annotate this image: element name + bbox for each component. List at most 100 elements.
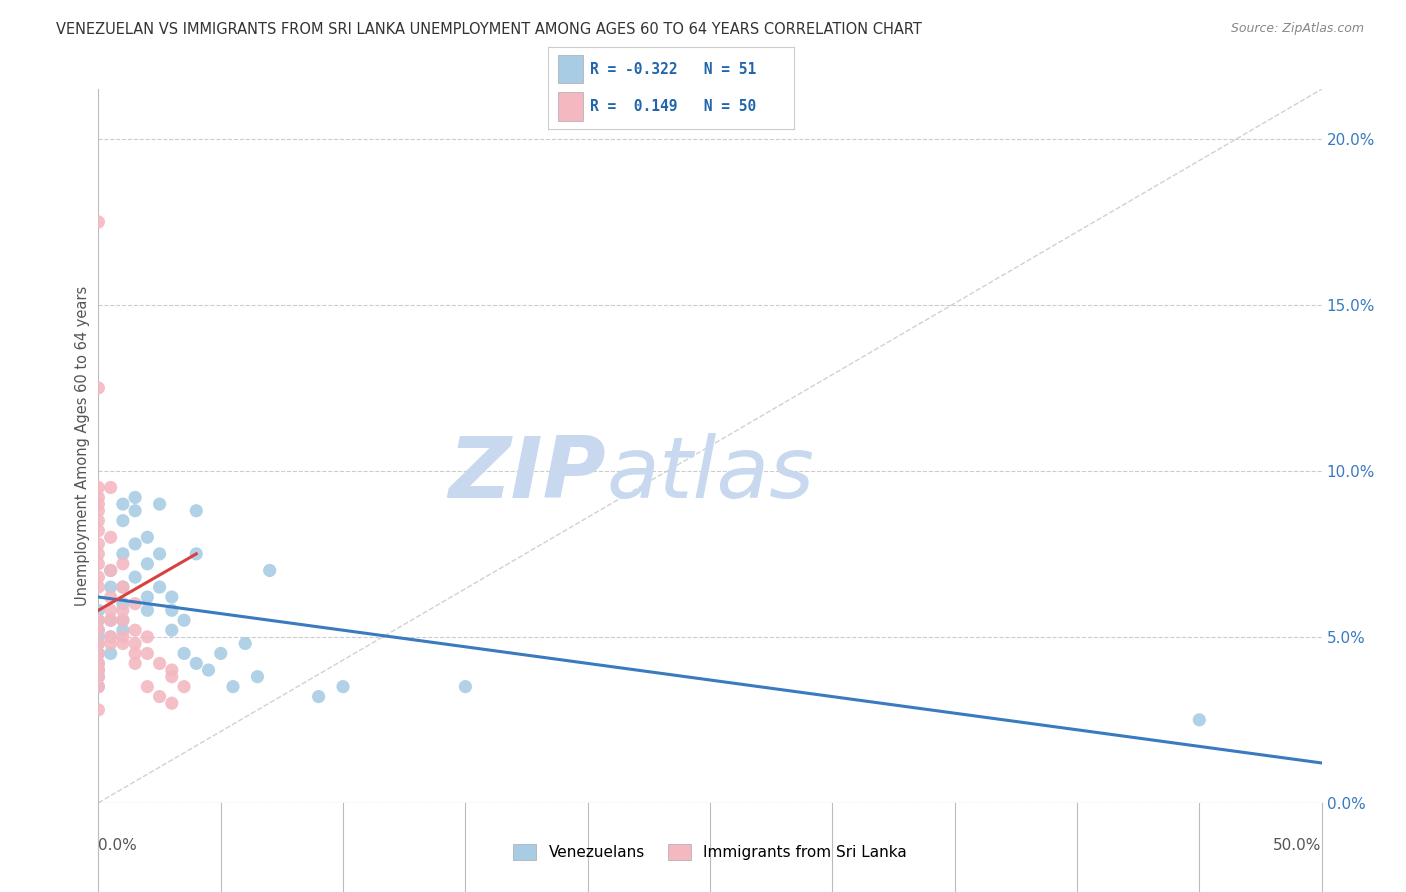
Point — [136, 647, 159, 661]
Point — [100, 630, 122, 644]
Point — [100, 636, 122, 650]
Point — [124, 504, 146, 518]
Point — [124, 491, 146, 505]
Point — [87, 670, 110, 684]
Point — [124, 597, 146, 611]
Point — [124, 636, 146, 650]
Point — [124, 624, 146, 638]
Point — [136, 603, 159, 617]
Point — [87, 624, 110, 638]
Point — [160, 670, 183, 684]
Legend: Venezuelans, Immigrants from Sri Lanka: Venezuelans, Immigrants from Sri Lanka — [508, 838, 912, 866]
Point — [209, 647, 232, 661]
Point — [233, 636, 256, 650]
Point — [136, 590, 159, 604]
Y-axis label: Unemployment Among Ages 60 to 64 years: Unemployment Among Ages 60 to 64 years — [75, 285, 90, 607]
Point — [160, 624, 183, 638]
Point — [160, 696, 183, 710]
Point — [124, 647, 146, 661]
Point — [1188, 713, 1211, 727]
Point — [111, 497, 134, 511]
Point — [100, 481, 122, 495]
Bar — [558, 54, 583, 83]
Point — [149, 497, 172, 511]
Point — [332, 680, 354, 694]
Point — [87, 680, 110, 694]
Point — [136, 680, 159, 694]
Point — [173, 613, 195, 627]
Text: R = -0.322   N = 51: R = -0.322 N = 51 — [591, 62, 756, 77]
Point — [87, 557, 110, 571]
Point — [111, 597, 134, 611]
Point — [124, 570, 146, 584]
Point — [186, 547, 208, 561]
Point — [222, 680, 245, 694]
Point — [454, 680, 477, 694]
Text: Source: ZipAtlas.com: Source: ZipAtlas.com — [1230, 22, 1364, 36]
Point — [124, 657, 146, 671]
Point — [100, 590, 122, 604]
Point — [124, 537, 146, 551]
Point — [87, 663, 110, 677]
Point — [246, 670, 269, 684]
Point — [149, 657, 172, 671]
Point — [111, 580, 134, 594]
Point — [87, 636, 110, 650]
Point — [87, 537, 110, 551]
Point — [87, 215, 110, 229]
Point — [87, 663, 110, 677]
Point — [100, 564, 122, 578]
Point — [100, 530, 122, 544]
Text: ZIP: ZIP — [449, 433, 606, 516]
Point — [87, 703, 110, 717]
Point — [136, 530, 159, 544]
Point — [87, 647, 110, 661]
Point — [87, 481, 110, 495]
Point — [173, 647, 195, 661]
Point — [111, 630, 134, 644]
Point — [87, 630, 110, 644]
Point — [87, 613, 110, 627]
Point — [111, 514, 134, 528]
Point — [111, 613, 134, 627]
Point — [149, 580, 172, 594]
Point — [87, 680, 110, 694]
Point — [160, 663, 183, 677]
Point — [87, 657, 110, 671]
Point — [111, 580, 134, 594]
Point — [87, 524, 110, 538]
Point — [100, 603, 122, 617]
Point — [87, 497, 110, 511]
Text: VENEZUELAN VS IMMIGRANTS FROM SRI LANKA UNEMPLOYMENT AMONG AGES 60 TO 64 YEARS C: VENEZUELAN VS IMMIGRANTS FROM SRI LANKA … — [56, 22, 922, 37]
Point — [160, 590, 183, 604]
Point — [87, 491, 110, 505]
Point — [111, 636, 134, 650]
Point — [173, 680, 195, 694]
Point — [87, 603, 110, 617]
Point — [87, 547, 110, 561]
Point — [111, 624, 134, 638]
Point — [100, 647, 122, 661]
Point — [259, 564, 281, 578]
Point — [111, 557, 134, 571]
Text: 0.0%: 0.0% — [98, 838, 138, 854]
Point — [87, 580, 110, 594]
Point — [149, 547, 172, 561]
Point — [87, 624, 110, 638]
Point — [149, 690, 172, 704]
Point — [111, 603, 134, 617]
Point — [111, 613, 134, 627]
Point — [186, 504, 208, 518]
Point — [100, 580, 122, 594]
Point — [197, 663, 219, 677]
Point — [87, 381, 110, 395]
Point — [87, 570, 110, 584]
Point — [87, 636, 110, 650]
Text: 50.0%: 50.0% — [1274, 838, 1322, 854]
Point — [136, 630, 159, 644]
Point — [100, 613, 122, 627]
Text: R =  0.149   N = 50: R = 0.149 N = 50 — [591, 99, 756, 114]
Point — [136, 557, 159, 571]
Bar — [558, 93, 583, 121]
Point — [100, 564, 122, 578]
